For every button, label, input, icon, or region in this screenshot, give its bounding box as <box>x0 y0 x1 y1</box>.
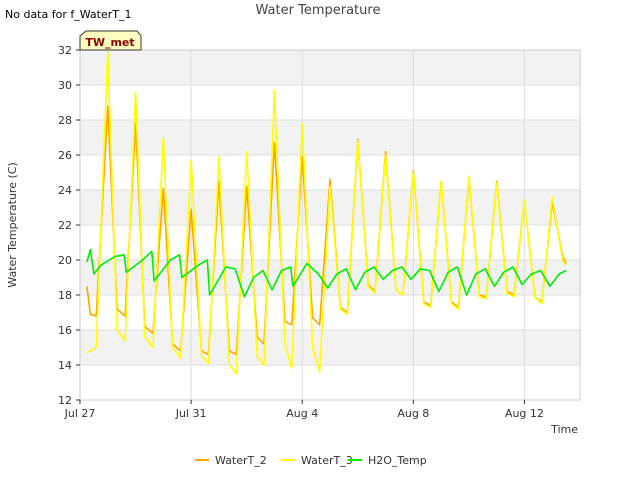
station-badge-shape <box>79 30 142 51</box>
series-line-watert_3 <box>86 50 567 375</box>
y-axis-label: Water Temperature (C) <box>6 162 19 287</box>
y-tick-label: 12 <box>58 394 72 407</box>
x-axis-label: Time <box>550 423 578 436</box>
plot-band <box>80 295 580 330</box>
y-tick-label: 28 <box>58 114 72 127</box>
legend-label: H2O_Temp <box>368 454 427 467</box>
x-tick-label: Aug 12 <box>505 407 544 420</box>
plot-band <box>80 365 580 400</box>
legend-item-watert_2: WaterT_2 <box>195 454 267 467</box>
no-data-note: No data for f_WaterT_1 <box>5 8 131 21</box>
chart-title: Water Temperature <box>256 3 381 18</box>
plot-band <box>80 85 580 120</box>
series-line-h2o_temp <box>86 248 567 298</box>
x-tick-label: Jul 27 <box>64 407 96 420</box>
plot-band <box>80 50 580 85</box>
legend-item-watert_3: WaterT_3 <box>281 454 353 467</box>
station-badge-label: TW_met <box>85 36 134 49</box>
y-tick-label: 24 <box>58 184 72 197</box>
x-tick-label: Aug 8 <box>397 407 429 420</box>
legend-item-h2o_temp: H2O_Temp <box>348 454 427 467</box>
y-tick-label: 22 <box>58 219 72 232</box>
y-axis-ticks: 12 14 16 18 20 22 24 26 28 30 32 <box>58 44 80 407</box>
y-tick-label: 30 <box>58 79 72 92</box>
y-tick-label: 14 <box>58 359 72 372</box>
legend-label: WaterT_3 <box>301 454 353 467</box>
x-axis-ticks: Jul 27 Jul 31 Aug 4 Aug 8 Aug 12 <box>64 400 544 420</box>
plot-band <box>80 330 580 365</box>
y-tick-label: 20 <box>58 254 72 267</box>
plot-band <box>80 260 580 295</box>
y-tick-label: 26 <box>58 149 72 162</box>
legend: WaterT_2 WaterT_3 H2O_Temp <box>195 454 427 467</box>
series-lines <box>86 50 567 375</box>
plot-band <box>80 225 580 260</box>
legend-label: WaterT_2 <box>215 454 267 467</box>
x-tick-label: Jul 31 <box>175 407 207 420</box>
plot-band <box>80 120 580 155</box>
station-badge: TW_met <box>79 30 142 51</box>
y-tick-label: 16 <box>58 324 72 337</box>
y-tick-label: 32 <box>58 44 72 57</box>
y-tick-label: 18 <box>58 289 72 302</box>
x-tick-label: Aug 4 <box>286 407 318 420</box>
